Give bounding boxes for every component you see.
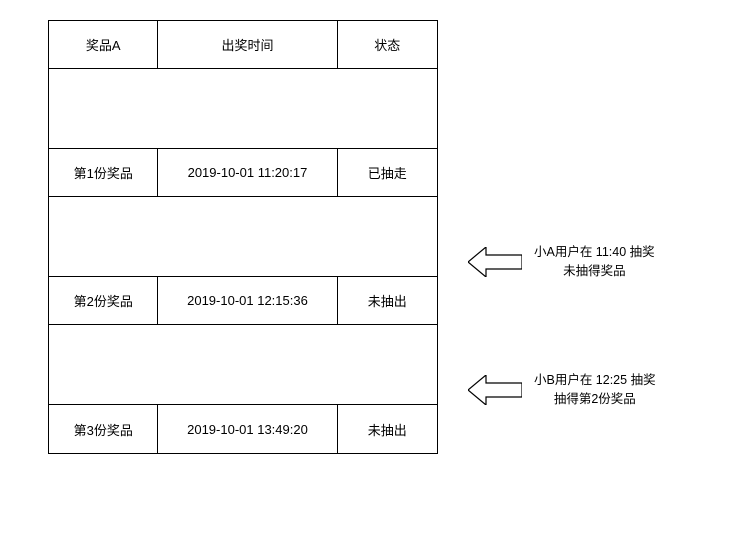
spacer-row [49,69,437,149]
annotation-text: 小B用户在 12:25 抽奖 抽得第2份奖品 [534,371,656,409]
arrow-left-icon [468,247,522,277]
annotation-text: 小A用户在 11:40 抽奖 未抽得奖品 [534,243,655,281]
cell-time: 2019-10-01 11:20:17 [158,149,337,196]
header-col3: 状态 [338,21,437,68]
annotation-line1: 小B用户在 12:25 抽奖 [534,373,656,387]
arrow-left-icon [468,375,522,405]
annotation: 小A用户在 11:40 抽奖 未抽得奖品 [468,243,655,281]
cell-prize: 第3份奖品 [49,405,158,453]
cell-prize: 第2份奖品 [49,277,158,324]
header-col1: 奖品A [49,21,158,68]
header-col2: 出奖时间 [158,21,337,68]
cell-status: 已抽走 [338,149,437,196]
annotation-line1: 小A用户在 11:40 抽奖 [534,245,655,259]
table-row: 第3份奖品 2019-10-01 13:49:20 未抽出 [49,405,437,453]
cell-prize: 第1份奖品 [49,149,158,196]
cell-status: 未抽出 [338,405,437,453]
cell-time: 2019-10-01 12:15:36 [158,277,337,324]
table-header-row: 奖品A 出奖时间 状态 [49,21,437,69]
table-row: 第1份奖品 2019-10-01 11:20:17 已抽走 [49,149,437,197]
annotation-line2: 抽得第2份奖品 [554,392,636,406]
annotation: 小B用户在 12:25 抽奖 抽得第2份奖品 [468,371,656,409]
prize-table: 奖品A 出奖时间 状态 第1份奖品 2019-10-01 11:20:17 已抽… [48,20,438,454]
spacer-row [49,197,437,277]
spacer-row [49,325,437,405]
cell-time: 2019-10-01 13:49:20 [158,405,337,453]
annotation-line2: 未抽得奖品 [563,264,626,278]
table-row: 第2份奖品 2019-10-01 12:15:36 未抽出 [49,277,437,325]
cell-status: 未抽出 [338,277,437,324]
